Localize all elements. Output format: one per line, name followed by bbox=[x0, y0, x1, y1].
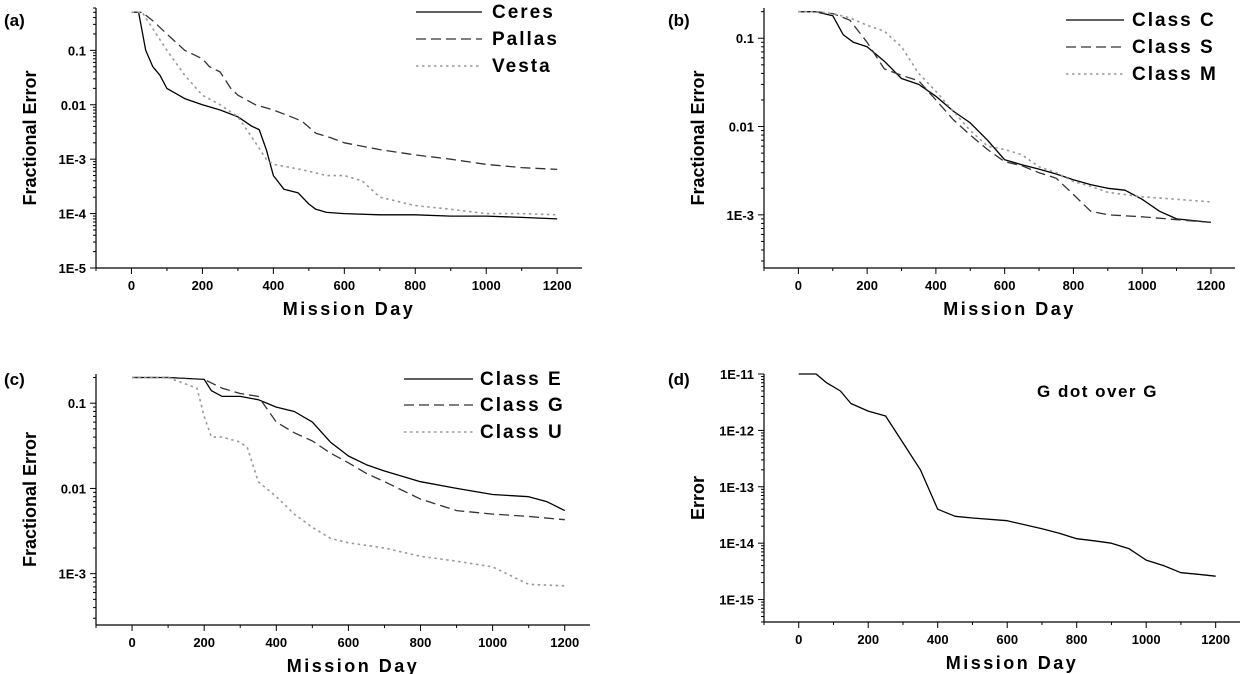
panel-d-x-tick-label: 400 bbox=[927, 632, 949, 647]
panel-a-y-tick-label: 1E-5 bbox=[59, 261, 86, 276]
panel-b-x-axis-title: Mission Day bbox=[943, 299, 1076, 319]
panel-d-x-tick-label: 200 bbox=[857, 632, 879, 647]
panel-b-legend-label: Class S bbox=[1132, 37, 1215, 58]
panel-b-y-tick-label: 0.01 bbox=[729, 120, 754, 135]
panel-a-x-tick-label: 800 bbox=[404, 278, 426, 293]
panel-d-x-axis-title: Mission Day bbox=[946, 653, 1079, 673]
panel-c-legend-label: Class U bbox=[480, 422, 564, 443]
panel-a-y-axis-title: Fractional Error bbox=[20, 70, 40, 205]
panel-c-x-tick-label: 400 bbox=[265, 635, 287, 650]
panel-c-y-axis-title: Fractional Error bbox=[20, 432, 40, 567]
panel-c-legend-label: Class E bbox=[480, 369, 563, 390]
panel-d-y-tick-label: 1E-14 bbox=[719, 536, 754, 551]
panel-c-series-line-class-g bbox=[132, 376, 565, 521]
panel-c-y-tick-label: 0.01 bbox=[61, 481, 86, 496]
panel-a-series-line-vesta bbox=[131, 11, 558, 216]
panel-b-series-line-class-m bbox=[798, 10, 1211, 203]
panel-b-x-tick-label: 1200 bbox=[1196, 278, 1225, 293]
panel-d-x-tick-label: 600 bbox=[996, 632, 1018, 647]
panel-d-y-axis-title: Error bbox=[688, 476, 708, 520]
panel-d-annotation: G dot over G bbox=[1037, 382, 1158, 401]
panel-c-x-tick-label: 200 bbox=[193, 635, 215, 650]
panel-b-x-tick-label: 0 bbox=[795, 278, 802, 293]
panel-a-x-tick-label: 200 bbox=[192, 278, 214, 293]
panel-a-y-tick-label: 0.01 bbox=[61, 98, 86, 113]
panel-b-x-tick-label: 1000 bbox=[1128, 278, 1157, 293]
panel-a-y-tick-label: 0.1 bbox=[68, 43, 86, 58]
panel-a-label: (a) bbox=[4, 11, 25, 30]
panel-d-y-tick-label: 1E-12 bbox=[719, 423, 754, 438]
panel-b-y-axis-title: Fractional Error bbox=[688, 70, 708, 205]
panel-c-y-tick-label: 0.1 bbox=[68, 396, 86, 411]
panel-b-x-tick-label: 600 bbox=[994, 278, 1016, 293]
panel-a-x-tick-label: 0 bbox=[128, 278, 135, 293]
panel-a-legend-label: Ceres bbox=[492, 2, 555, 23]
panel-a-x-tick-label: 1000 bbox=[472, 278, 501, 293]
panel-c-x-tick-label: 600 bbox=[338, 635, 360, 650]
panel-d-y-tick-label: 1E-13 bbox=[719, 480, 754, 495]
panel-d-x-tick-label: 800 bbox=[1066, 632, 1088, 647]
panel-b-series-line-class-c bbox=[798, 11, 1211, 224]
panel-c-label: (c) bbox=[4, 370, 25, 389]
panel-c-series-line-class-e bbox=[132, 376, 566, 512]
panel-d-x-tick-label: 1000 bbox=[1132, 632, 1161, 647]
panel-d-x-tick-label: 1200 bbox=[1201, 632, 1230, 647]
panel-a-y-tick-label: 1E-3 bbox=[59, 152, 86, 167]
panel-a-legend-label: Vesta bbox=[492, 56, 552, 77]
panel-d-series-line-1 bbox=[798, 373, 1216, 577]
panel-c-legend-label: Class G bbox=[480, 395, 565, 416]
panel-c-x-tick-label: 0 bbox=[128, 635, 135, 650]
panel-a-x-tick-label: 400 bbox=[263, 278, 285, 293]
panel-b-x-tick-label: 200 bbox=[856, 278, 878, 293]
panel-a-legend-label: Pallas bbox=[492, 29, 559, 50]
panel-d-y-tick-label: 1E-15 bbox=[719, 593, 754, 608]
panel-c-x-tick-label: 1200 bbox=[550, 635, 579, 650]
panel-d-label: (d) bbox=[668, 370, 690, 389]
panel-b-y-tick-label: 1E-3 bbox=[727, 208, 754, 223]
panel-a-x-tick-label: 600 bbox=[333, 278, 355, 293]
panel-b-x-tick-label: 400 bbox=[925, 278, 947, 293]
panel-b-x-tick-label: 800 bbox=[1063, 278, 1085, 293]
panel-c-x-tick-label: 1000 bbox=[478, 635, 507, 650]
panel-a-x-axis-title: Mission Day bbox=[283, 299, 416, 319]
panel-b-series-line-class-s bbox=[798, 11, 1211, 224]
panel-b-legend-label: Class M bbox=[1132, 64, 1218, 85]
panel-c-x-tick-label: 800 bbox=[410, 635, 432, 650]
panel-d-x-tick-label: 0 bbox=[795, 632, 802, 647]
panel-c-y-tick-label: 1E-3 bbox=[59, 567, 86, 582]
panel-b-label: (b) bbox=[668, 11, 690, 30]
panel-a-x-tick-label: 1200 bbox=[543, 278, 572, 293]
panel-b-legend-label: Class C bbox=[1132, 10, 1216, 31]
panel-c-x-axis-title: Mission Day bbox=[287, 656, 420, 674]
panel-c-series-line-class-u bbox=[132, 376, 565, 587]
panel-d-y-tick-label: 1E-11 bbox=[720, 367, 754, 382]
panel-b-y-tick-label: 0.1 bbox=[736, 31, 754, 46]
panel-a-y-tick-label: 1E-4 bbox=[59, 207, 87, 222]
